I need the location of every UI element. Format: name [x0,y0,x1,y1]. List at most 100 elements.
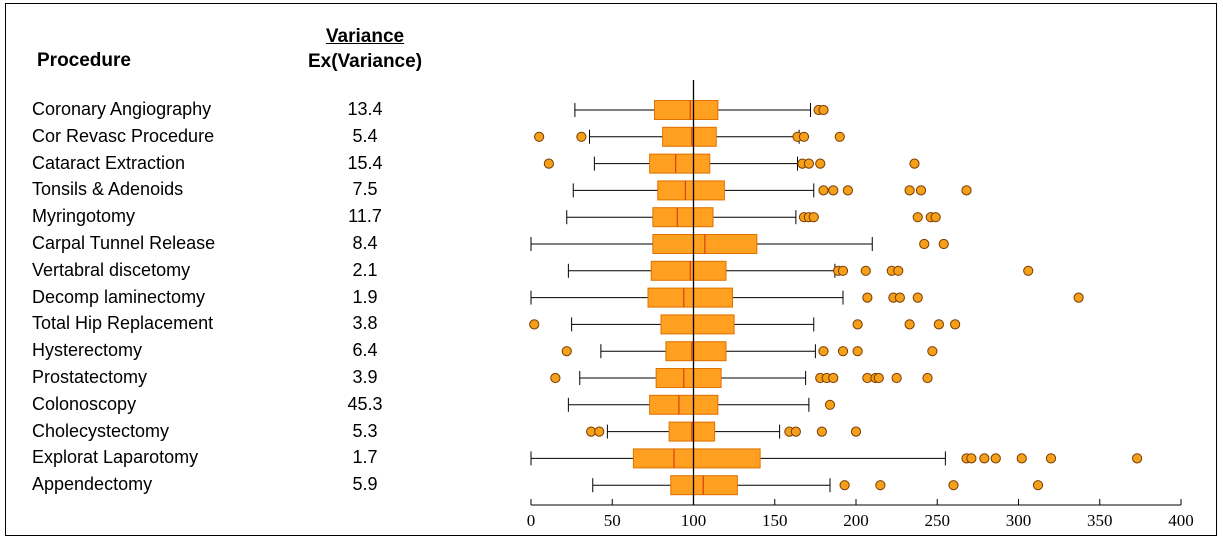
x-tick-label: 300 [1006,511,1032,530]
procedure-label: Carpal Tunnel Release [32,233,216,253]
x-tick-label: 100 [681,511,707,530]
outlier-point [834,131,845,142]
outlier-point [839,480,850,491]
outlier-point [816,426,827,437]
outlier-point [927,346,938,357]
procedure-label: Colonoscopy [32,393,137,414]
outlier-point [891,372,902,384]
x-tick-label: 150 [762,511,788,530]
outlier-point [828,185,839,196]
variance-value: 6.4 [352,340,378,361]
outlier-point [909,158,920,169]
iqr-box [660,314,735,335]
iqr-box [650,260,727,281]
outlier-point [798,131,810,142]
outlier-point [850,426,862,437]
outlier-point [828,372,839,384]
outlier-point [966,453,977,464]
procedure-label: Cataract Extraction [32,152,186,173]
outlier-point [550,372,561,384]
procedure-label: Vertabral discetomy [32,259,191,280]
iqr-box [662,126,717,147]
outlier-point [1023,265,1034,276]
outlier-point [990,453,1001,464]
outlier-point [922,372,933,384]
outlier-point [818,185,829,196]
x-tick-label: 50 [604,511,621,530]
variance-value: 15.4 [347,152,383,173]
x-tick-label: 250 [925,511,951,530]
procedure-label: Appendectomy [32,474,153,495]
iqr-box [632,448,761,469]
iqr-box [654,100,719,120]
variance-value: 5.3 [352,420,378,441]
procedure-label: Tonsils & Adenoids [32,179,184,200]
iqr-box [657,180,725,201]
outlier-point [915,185,927,196]
variance-value: 7.5 [352,179,378,200]
variance-header: Variance [325,26,405,47]
outlier-point [961,185,972,196]
iqr-box [649,394,719,415]
outlier-point [894,292,905,303]
outlier-point [873,372,884,384]
outlier-point [808,212,819,223]
iqr-box [647,287,733,308]
procedure-label: Explorat Laparotomy [32,447,199,468]
procedure-label: Prostatectomy [32,367,148,387]
outlier-point [862,292,873,303]
outlier-point [933,319,944,330]
outlier-point [803,158,814,169]
outlier-point [950,319,961,330]
outlier-point [852,319,863,330]
variance-value: 2.1 [352,259,378,280]
variance-value: 5.9 [352,474,378,495]
outlier-point [1016,453,1027,464]
iqr-box [670,475,738,496]
outlier-point [912,212,923,223]
outlier-point [842,185,853,196]
outlier-point [534,131,545,142]
outlier-point [576,131,587,142]
procedure-label: Total Hip Replacement [32,313,214,334]
procedure-label: Decomp laminectomy [32,286,206,307]
procedure-label: Myringotomy [32,206,136,227]
procedure-label: Hysterectomy [32,340,143,361]
outlier-point [860,265,871,276]
outlier-point [948,480,959,491]
outlier-point [938,238,949,250]
outlier-point [837,265,849,276]
variance-value: 13.4 [347,99,383,119]
variance-value: 8.4 [352,233,378,253]
iqr-box [649,153,711,174]
variance-value: 1.7 [352,447,378,468]
procedure-label: Coronary Angiography [32,99,212,119]
outlier-point [930,212,941,223]
outlier-point [979,453,990,464]
variance-value: 5.4 [352,125,378,146]
x-tick-label: 350 [1087,511,1113,530]
iqr-box [652,207,714,228]
outlier-point [790,426,801,437]
outlier-point [852,346,863,357]
iqr-box [655,368,722,388]
outlier-point [1073,292,1084,303]
outlier-point [904,319,915,330]
procedure-label: Cholecystectomy [32,420,170,441]
outlier-point [1132,453,1143,464]
outlier-point [818,104,829,116]
variance-value: 45.3 [347,393,383,414]
outlier-point [815,158,826,169]
outlier-point [875,480,886,491]
expected-variance-header: Ex(Variance) [307,51,423,72]
outlier-point [893,265,904,276]
outlier-point [1045,453,1057,464]
variance-value: 3.8 [352,313,378,334]
iqr-box [665,341,727,362]
outlier-point [529,319,540,330]
variance-value: 11.7 [348,206,382,227]
procedure-label: Cor Revasc Procedure [32,125,215,146]
variance-value: 3.9 [352,367,378,387]
outlier-point [824,399,836,410]
